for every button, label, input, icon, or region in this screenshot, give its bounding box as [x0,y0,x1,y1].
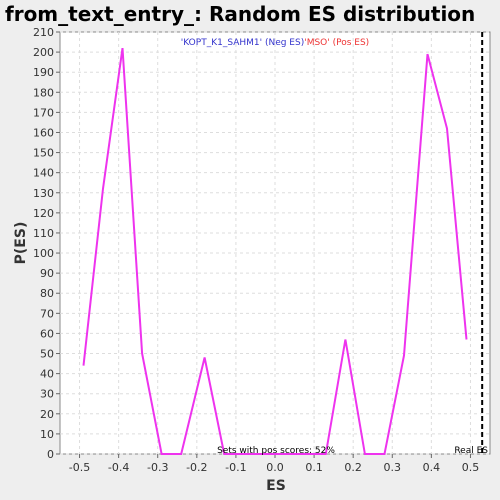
x-tick-label: -0.1 [225,461,246,474]
chart-title: from_text_entry_: Random ES distribution [5,2,475,26]
y-tick-label: 180 [33,86,54,99]
x-tick-label: 0.0 [266,461,284,474]
x-tick-label: -0.2 [186,461,207,474]
y-tick-label: 20 [40,408,54,421]
y-tick-label: 160 [33,126,54,139]
series [82,47,468,455]
y-tick-label: 10 [40,428,54,441]
y-tick-label: 0 [47,448,54,461]
y-tick-label: 70 [40,307,54,320]
y-axis-label: P(ES) [13,222,29,265]
x-tick-label: -0.5 [69,461,90,474]
y-tick-label: 90 [40,267,54,280]
x-tick-label: 0.2 [344,461,362,474]
y-tick-label: 190 [33,66,54,79]
y-tick-label: 110 [33,227,54,240]
pos-scores-annotation: Sets with pos scores: 52% [217,446,335,456]
grid [60,31,490,455]
y-tick-label: 120 [33,207,54,220]
x-axis-label: ES [266,478,286,494]
x-tick-label: 0.5 [462,461,480,474]
x-tick-label: -0.3 [147,461,168,474]
series-line [82,47,468,455]
y-tick-label: 50 [40,348,54,361]
y-tick-label: 210 [33,26,54,39]
x-tick-label: -0.4 [108,461,129,474]
y-tick-label: 140 [33,167,54,180]
y-tick-label: 80 [40,287,54,300]
x-ticks: -0.5 -0.4 -0.3 -0.2 -0.1 0.0 0.1 0.2 0.3 0.4 0.5 [69,454,479,474]
x-tick-label: 0.3 [384,461,402,474]
legend-neg-es: 'KOPT_K1_SAHM1' (Neg ES) [181,38,304,48]
y-tick-label: 30 [40,388,54,401]
y-tick-label: 200 [33,46,54,59]
y-tick-label: 100 [33,247,54,260]
x-tick-label: 0.1 [305,461,323,474]
y-tick-label: 60 [40,327,54,340]
legend-pos-es: 'MSO' (Pos ES) [304,38,369,48]
real-es-label: Real ES [454,446,488,456]
x-tick-label: 0.4 [423,461,441,474]
y-tick-label: 130 [33,187,54,200]
y-tick-label: 40 [40,368,54,381]
y-ticks: 0 10 20 30 40 50 60 70 80 90 100 110 120 130 140 150 160… [33,26,60,461]
y-tick-label: 170 [33,106,54,119]
y-tick-label: 150 [33,147,54,160]
